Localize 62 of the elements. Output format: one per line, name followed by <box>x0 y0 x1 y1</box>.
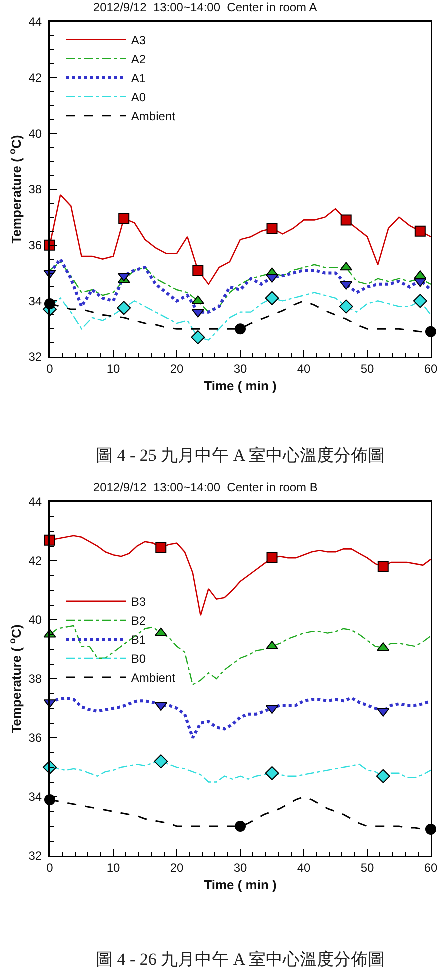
point <box>192 264 204 276</box>
y-tick-label: 40 <box>28 126 42 141</box>
y-tick-label: 42 <box>28 71 42 86</box>
x-tick-label: 20 <box>170 362 184 376</box>
y-tick-label: 40 <box>28 613 42 628</box>
point <box>235 324 246 335</box>
point <box>378 561 389 572</box>
caption: 圖 4 - 26 九月中午 A 室中心溫度分佈圖 <box>96 950 385 969</box>
legend-label: B3 <box>131 595 146 610</box>
point <box>376 769 390 784</box>
legend-label: Ambient <box>131 110 176 124</box>
y-tick-label: 44 <box>28 495 42 510</box>
y-tick-label: 32 <box>28 350 42 364</box>
y-tick-label: 38 <box>28 182 42 197</box>
y-tick-label: 32 <box>28 849 42 864</box>
point <box>265 766 280 780</box>
point <box>265 291 280 306</box>
point <box>156 542 167 554</box>
x-tick-label: 50 <box>360 362 374 376</box>
legend-label: B1 <box>131 633 146 648</box>
point <box>118 213 130 224</box>
x-tick-label: 40 <box>297 362 311 376</box>
y-tick-label: 42 <box>28 554 42 568</box>
legend-label: B0 <box>131 652 146 666</box>
x-axis-title: Time ( min ) <box>204 378 277 394</box>
chart-title: 2012/9/12 13:00~14:00 Center in room B <box>93 480 318 494</box>
y-tick-label: 38 <box>28 672 42 686</box>
x-tick-label: 20 <box>170 860 184 875</box>
point <box>235 821 246 832</box>
legend-label: A3 <box>131 34 146 48</box>
point <box>154 754 168 769</box>
point <box>340 214 352 226</box>
y-tick-label: 34 <box>28 790 42 804</box>
x-tick-label: 0 <box>46 860 54 875</box>
y-tick-label: 44 <box>28 15 42 30</box>
y-tick-label: 34 <box>28 294 42 308</box>
x-tick-label: 40 <box>297 860 311 875</box>
point <box>191 330 206 344</box>
x-tick-label: 10 <box>106 860 120 875</box>
point <box>266 552 278 564</box>
x-tick-label: 30 <box>234 860 248 875</box>
point <box>413 294 428 308</box>
x-axis-title: Time ( min ) <box>204 877 277 892</box>
x-tick-label: 30 <box>234 362 248 376</box>
point <box>414 226 426 237</box>
point <box>117 301 132 316</box>
chart-title: 2012/9/12 13:00~14:00 Center in room A <box>93 0 318 14</box>
legend-label: Ambient <box>131 671 176 686</box>
x-tick-label: 50 <box>360 860 374 875</box>
x-tick-label: 60 <box>424 362 438 376</box>
legend-label: A0 <box>131 90 146 105</box>
x-tick-label: 10 <box>106 362 120 376</box>
point <box>339 300 354 314</box>
caption: 圖 4 - 25 九月中午 A 室中心溫度分佈圖 <box>96 446 385 465</box>
y-tick-label: 36 <box>28 731 42 746</box>
point <box>266 223 278 234</box>
legend-label: A1 <box>131 72 146 86</box>
x-tick-label: 60 <box>424 860 438 875</box>
y-tick-label: 36 <box>28 238 42 253</box>
legend-label: B2 <box>131 614 146 628</box>
legend-label: A2 <box>131 52 146 67</box>
x-tick-label: 0 <box>46 362 54 376</box>
